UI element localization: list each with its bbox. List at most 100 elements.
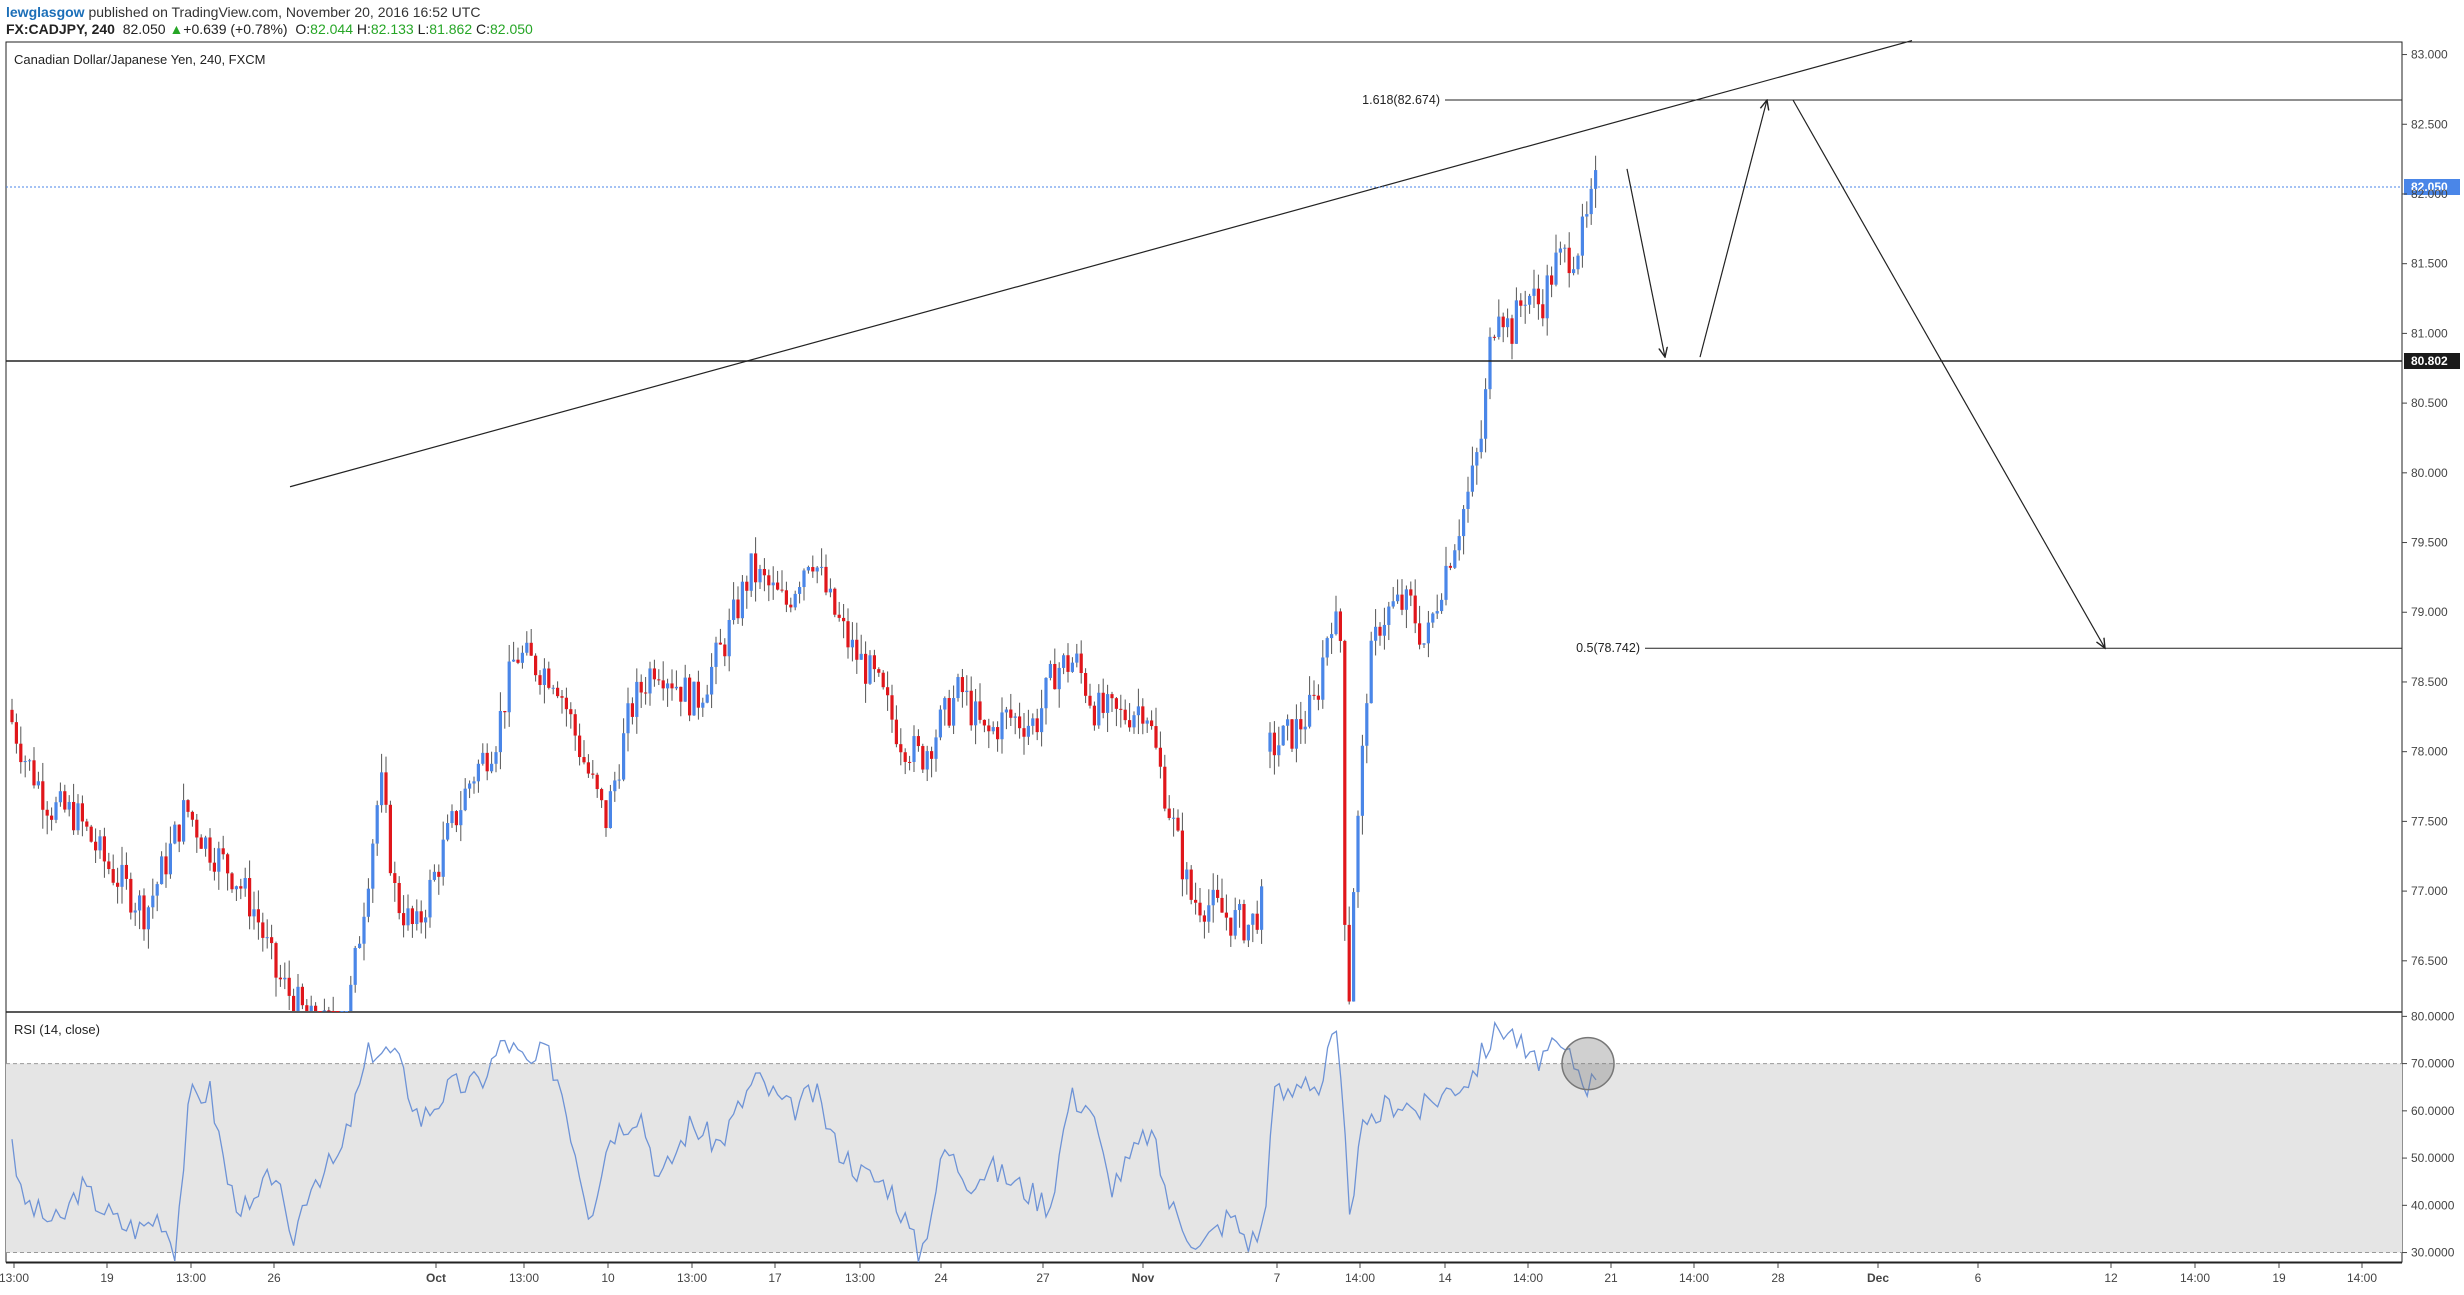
candle-up (1453, 550, 1457, 568)
rsi-highlight-circle (1561, 1036, 1615, 1091)
candle-up (1172, 817, 1176, 819)
candle-up (793, 593, 797, 608)
candle-up (366, 888, 370, 917)
candle-down (789, 604, 793, 608)
candle-down (1290, 719, 1294, 749)
time-tick-label: 27 (1036, 1271, 1050, 1285)
candle-down (630, 703, 634, 717)
candle-up (1457, 536, 1461, 551)
author-link[interactable]: lewglasgow (6, 4, 85, 20)
candle-up (943, 698, 947, 710)
time-tick-label: Dec (1867, 1271, 1889, 1285)
price-tick-label: 78.000 (2411, 745, 2448, 759)
candle-down (102, 836, 106, 862)
drawings[interactable]: 1.618(82.674) 0.5(78.742) 82.050 80.802 (6, 40, 2460, 656)
candle-up (1246, 924, 1250, 941)
candle-down (1079, 653, 1083, 674)
rsi-pane (11, 1020, 1615, 1263)
candle-down (661, 680, 665, 689)
candle-down (287, 977, 291, 996)
candle-up (234, 886, 238, 890)
candle-up (542, 668, 546, 685)
candle-up (1391, 601, 1395, 607)
candle-down (1519, 300, 1523, 306)
level-price-badge-text: 80.802 (2411, 354, 2448, 368)
candle-down (1141, 706, 1145, 724)
candle-down (921, 746, 925, 770)
candle-down (300, 986, 304, 1006)
candle-up (1435, 611, 1439, 614)
candle-down (811, 567, 815, 572)
candle-down (1536, 288, 1540, 305)
candle-up (1057, 667, 1061, 690)
candle-up (551, 687, 555, 689)
candle-up (635, 681, 639, 717)
rsi-axis[interactable]: 80.0000 70.0000 60.0000 50.0000 40.0000 30.00… (2402, 1009, 2455, 1260)
candle-down (190, 811, 194, 820)
candle-up (344, 1011, 348, 1012)
candle-up (481, 752, 485, 764)
candle-down (578, 735, 582, 758)
candle-down (327, 1010, 331, 1012)
candle-down (212, 862, 216, 872)
price-tick-label: 80.000 (2411, 466, 2448, 480)
time-axis[interactable]: 13:00 19 13:00 26 Oct 13:00 10 13:00 17 13:00 24 27… (0, 1263, 2377, 1285)
candle-up (1497, 316, 1501, 338)
candle-down (670, 683, 674, 689)
candle-up (1440, 599, 1444, 612)
price-tick-label: 79.500 (2411, 536, 2448, 550)
candle-up (1145, 720, 1149, 724)
candle-up (520, 652, 524, 663)
candle-up (952, 698, 956, 726)
candle-down (1409, 589, 1413, 596)
candle-down (72, 801, 76, 831)
candle-down (89, 826, 93, 842)
candle-down (278, 977, 282, 980)
price-tick-label: 79.000 (2411, 605, 2448, 619)
candle-down (842, 617, 846, 622)
candle-up (1558, 248, 1562, 253)
time-tick-label: 24 (934, 1271, 948, 1285)
candle-up (710, 666, 714, 695)
time-tick-label: 7 (1274, 1271, 1281, 1285)
candle-up (1382, 624, 1386, 636)
plot-border (5, 41, 2403, 1263)
projection-leg (1626, 168, 1665, 357)
candle-down (1158, 747, 1162, 767)
price-axis[interactable]: 83.000 82.500 82.000 81.500 81.000 80.500 80.0… (2402, 48, 2448, 968)
candle-up (168, 843, 172, 875)
candle-down (410, 908, 414, 925)
candle-down (485, 752, 489, 772)
candle-up (1207, 905, 1211, 922)
candle-up (1185, 869, 1189, 880)
candle-up (802, 570, 806, 588)
time-tick-label: Nov (1132, 1271, 1155, 1285)
candle-down (538, 675, 542, 685)
candle-down (142, 895, 146, 930)
time-tick-label: 10 (601, 1271, 615, 1285)
candle-up (666, 683, 670, 689)
candle-down (833, 588, 837, 615)
candle-down (516, 659, 520, 663)
candle-down (314, 1005, 318, 1011)
candle-down (894, 719, 898, 745)
candle-up (956, 677, 960, 699)
candle-up (1136, 706, 1140, 716)
time-tick-label: 13:00 (176, 1271, 206, 1285)
candle-down (718, 642, 722, 645)
candle-up (701, 702, 705, 708)
candle-up (146, 907, 150, 930)
candle-up (173, 824, 177, 844)
candle-up (758, 568, 762, 583)
candle-down (419, 911, 423, 923)
candle-down (274, 943, 278, 978)
time-tick-label: 13:00 (509, 1271, 539, 1285)
candle-down (987, 725, 991, 732)
candle-down (886, 687, 890, 696)
candle-down (1110, 694, 1114, 699)
candle-down (696, 681, 700, 708)
time-tick-label: 14:00 (2180, 1271, 2210, 1285)
candle-down (230, 873, 234, 890)
candle-up (705, 694, 709, 703)
